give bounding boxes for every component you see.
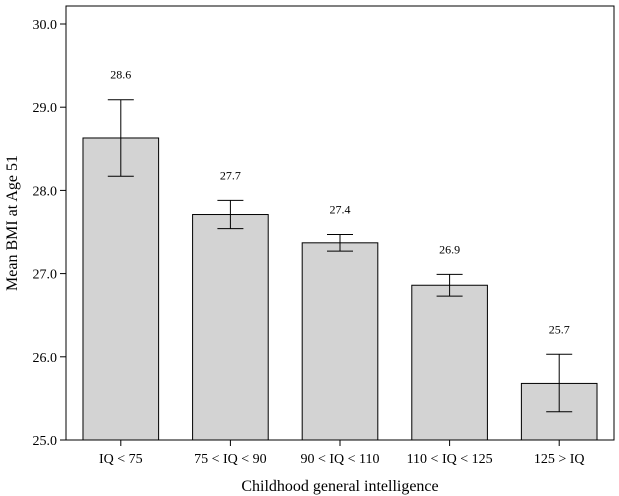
data-label: 27.7	[220, 168, 241, 182]
x-tick-label: 75 < IQ < 90	[194, 452, 267, 467]
y-tick-label: 27.0	[33, 268, 58, 283]
data-label: 28.6	[110, 68, 131, 82]
x-axis: IQ < 75 75 < IQ < 90 90 < IQ < 110 110 < IQ…	[99, 440, 585, 467]
data-label: 26.9	[439, 242, 460, 256]
y-tick-label: 29.0	[33, 101, 58, 116]
x-tick-label: IQ < 75	[99, 452, 143, 467]
x-tick-label: 90 < IQ < 110	[300, 452, 379, 467]
bar	[82, 137, 160, 441]
y-axis: 25.0 26.0 27.0 28.0 29.0 30.0	[33, 18, 66, 449]
y-tick-label: 28.0	[33, 184, 58, 199]
bar	[411, 284, 488, 441]
bars-group: 28.6 27.7 27.4 26.9 25.7	[82, 68, 598, 441]
x-tick-label: 110 < IQ < 125	[407, 452, 493, 467]
y-axis-title: Mean BMI at Age 51	[4, 155, 21, 291]
bar	[301, 242, 379, 441]
x-axis-title: Childhood general intelligence	[241, 478, 438, 495]
y-tick-label: 30.0	[33, 18, 58, 33]
x-tick-label: 125 > IQ	[534, 452, 585, 467]
y-tick-label: 26.0	[33, 351, 58, 366]
y-tick-label: 25.0	[33, 434, 58, 449]
data-label: 25.7	[549, 322, 570, 336]
data-label: 27.4	[330, 202, 351, 216]
bar	[192, 214, 269, 441]
